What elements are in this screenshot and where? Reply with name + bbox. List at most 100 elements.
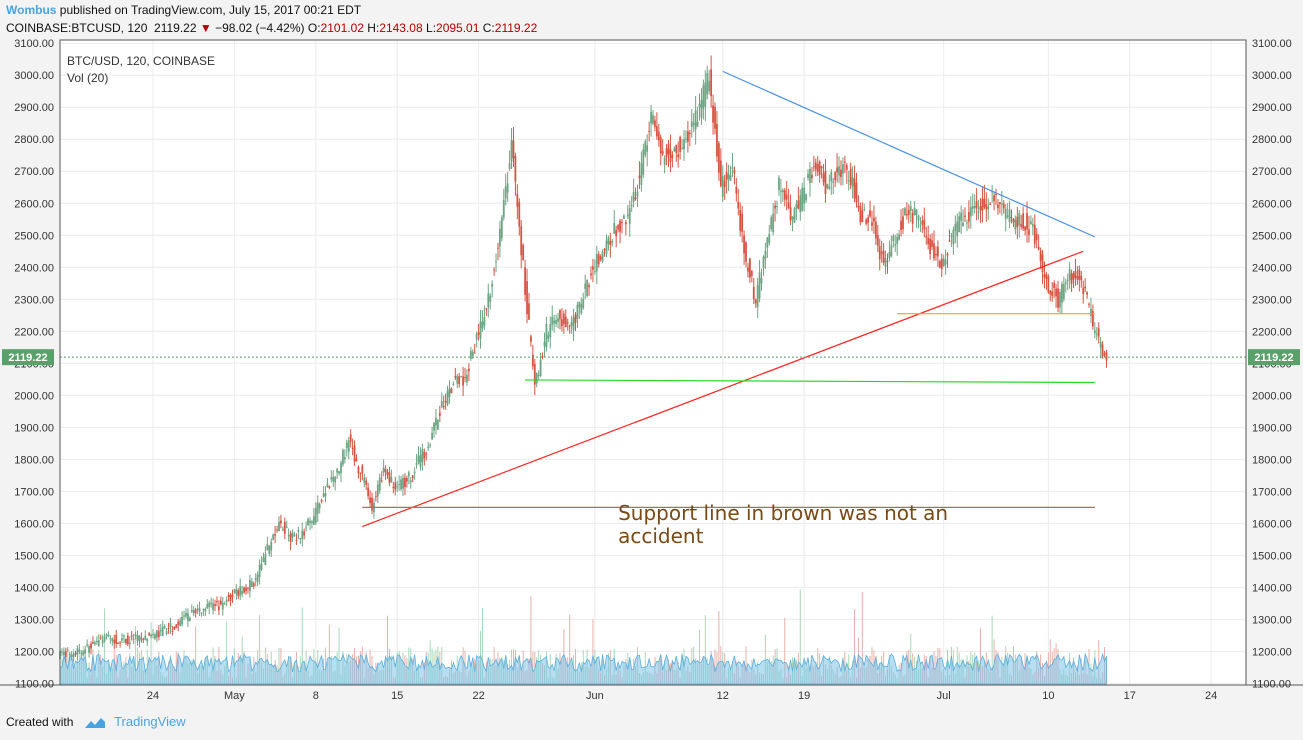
candle-body [735,186,738,194]
candle-body [113,639,116,644]
candle-body [481,321,484,329]
candle-body [128,642,131,645]
y-tick-label: 1300.00 [14,614,54,626]
candle-body [1080,275,1083,281]
candle-body [721,176,724,197]
candle-body [190,610,193,612]
candle-body [599,256,602,260]
candle-body [946,253,949,256]
candle-body [686,131,689,142]
candle-body [654,120,656,127]
candle-body [411,475,414,479]
candle-body [615,230,618,237]
candle-body [185,613,187,617]
candle-body [295,539,298,541]
y-tick-label: 1200.00 [1252,646,1292,658]
drawing-layer[interactable] [60,70,1246,528]
candle-body [1010,217,1013,219]
candle-body [588,285,590,288]
candle-body [621,221,623,224]
candle-body [332,476,335,482]
candle-body [962,222,964,226]
candle-body [652,114,654,124]
y-tick-label: 2600.00 [1252,198,1292,210]
candle-body [1105,352,1108,361]
candle-body [547,335,550,339]
candle-body [601,251,604,262]
candle-body [183,615,185,617]
candle-body [1006,215,1009,217]
candle-body [871,222,873,226]
time-axis[interactable]: 24 May 8 15 22 Jun 12 19 Jul 10 17 24 [147,690,1217,702]
candle-body [873,217,875,222]
candle-body [714,106,716,129]
candle-body [892,235,895,242]
candle-body [785,194,788,200]
candle-body [278,521,280,532]
candle-body [586,280,589,297]
candle-body [861,210,864,223]
candle-body [1049,290,1052,295]
candle-body [493,269,495,271]
price-axis-left[interactable]: 1100.00 1200.00 1300.00 1400.00 1500.00 1600.… [14,38,54,690]
candle-body [931,240,933,247]
candle-body [154,634,156,639]
candle-body [613,222,616,234]
author-link[interactable]: Wombus [6,3,57,17]
candle-body [679,137,682,152]
price-axis-right[interactable]: 1100.00 1200.00 1300.00 1400.00 1500.00 1600.… [1252,38,1292,690]
change-arrow-icon: ▼ [199,21,212,35]
candle-body [847,180,850,182]
y-tick-label: 1800.00 [14,454,54,466]
candle-body [309,520,311,523]
candle-body [68,653,71,656]
candle-body [467,368,470,372]
candle-body [188,617,191,622]
candle-body [741,213,744,232]
candle-body [376,484,379,497]
high-value: 2143.08 [379,21,423,35]
low-label: L: [426,21,437,35]
candle-body [754,299,757,304]
candle-body [281,529,284,531]
candle-body [487,293,490,308]
candle-body [314,507,317,523]
candle-body [365,480,368,485]
candle-body [260,563,263,570]
candle-body [262,557,265,563]
candle-body [483,316,486,326]
last-price-tag-right [1248,349,1300,366]
candle-body [427,446,430,449]
candle-body [822,173,825,183]
candle-body [710,69,713,97]
candle-body [1092,310,1094,327]
candle-body [973,205,976,208]
candle-body [1070,273,1073,284]
candle-body [64,650,67,657]
candle-body [444,400,447,403]
candle-body [359,472,362,474]
candle-body [464,377,466,379]
candle-body [818,161,821,175]
x-tick-label: May [224,690,245,702]
tradingview-brand-link[interactable]: TradingView [114,714,186,729]
candle-body [1068,269,1071,281]
candle-body [1051,291,1054,297]
candle-body [675,144,678,153]
candle-body [688,132,691,135]
candle-body [1072,273,1075,280]
candle-body [964,215,966,217]
y-tick-label: 1300.00 [1252,614,1292,626]
x-tick-label: Jul [937,690,951,702]
candle-body [723,180,726,188]
candle-body [495,261,497,263]
annotation-layer[interactable]: Support line in brown was not an accident [618,501,948,548]
candle-body [1045,274,1048,279]
candle-body [568,325,571,327]
candle-body [237,590,240,597]
candle-body [659,137,662,154]
candle-body [845,165,848,170]
candle-body [239,585,242,596]
x-tick-label: 12 [717,690,729,702]
